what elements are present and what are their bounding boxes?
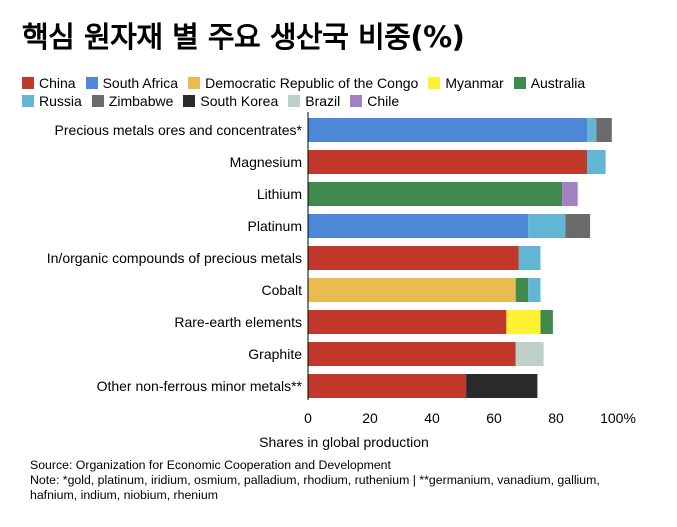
legend-label: South Africa — [102, 75, 179, 91]
bar-segment — [540, 310, 553, 334]
category-label: In/organic compounds of precious metals — [47, 250, 302, 266]
legend-item: Myanmar — [428, 74, 504, 92]
bar-segment — [596, 118, 612, 142]
legend-item: Australia — [513, 74, 586, 92]
legend-row: Russia Zimbabwe South Korea Brazil Chile — [22, 92, 662, 110]
bar-segment — [308, 182, 563, 206]
category-label: Precious metals ores and concentrates* — [55, 122, 303, 138]
source-note: Source: Organization for Economic Cooper… — [30, 458, 391, 472]
bar-segment — [518, 246, 541, 270]
legend-swatch — [350, 95, 363, 107]
bar-segment — [587, 150, 606, 174]
x-tick-label: 100% — [600, 410, 636, 426]
legend-item: China — [22, 74, 76, 92]
category-label: Rare-earth elements — [174, 314, 302, 330]
legend-item: Zimbabwe — [91, 92, 174, 110]
legend-row: China South Africa Democratic Republic of … — [22, 74, 662, 92]
legend-item: Russia — [22, 92, 82, 110]
bar-segment — [515, 278, 529, 302]
legend-swatch — [288, 95, 301, 107]
legend-swatch — [428, 77, 441, 89]
legend-label: Australia — [530, 75, 586, 91]
bar-segment — [528, 214, 566, 238]
legend-swatch — [22, 77, 34, 89]
bar-segment — [565, 214, 591, 238]
footnote-line-2: hafnium, indium, niobium, rhenium — [30, 488, 218, 502]
legend-item: South Korea — [183, 92, 278, 110]
legend-label: Brazil — [305, 93, 341, 109]
category-label: Graphite — [248, 346, 302, 362]
category-label: Platinum — [248, 218, 302, 234]
footer: Source: Organization for Economic Cooper… — [30, 458, 660, 503]
stacked-bar-chart: Precious metals ores and concentrates* Ma… — [47, 112, 636, 450]
category-label: Cobalt — [262, 282, 303, 298]
legend-label: South Korea — [200, 93, 279, 109]
legend-label: Zimbabwe — [108, 93, 174, 109]
legend-label: Democratic Republic of the Congo — [205, 75, 419, 91]
legend-item: Chile — [350, 92, 399, 110]
legend-swatch — [91, 95, 104, 107]
bar-segment — [308, 150, 587, 174]
bar-segment — [308, 310, 507, 334]
category-label: Lithium — [257, 186, 302, 202]
legend-label: Russia — [39, 93, 82, 109]
footnote-line-1: Note: *gold, platinum, iridium, osmium, … — [30, 473, 600, 487]
x-tick-label: 40 — [424, 410, 440, 426]
legend-swatch — [183, 95, 196, 107]
x-tick-label: 0 — [304, 410, 312, 426]
bar-segment — [466, 374, 538, 398]
bar-segment — [587, 118, 597, 142]
legend-swatch — [85, 77, 98, 89]
x-tick-label: 60 — [486, 410, 502, 426]
x-tick-label: 80 — [548, 410, 564, 426]
legend-item: Democratic Republic of the Congo — [188, 74, 418, 92]
bar-segment — [515, 342, 544, 366]
bar-segment — [506, 310, 541, 334]
legend-item: South Africa — [85, 74, 179, 92]
bar-segment — [308, 118, 587, 142]
legend-label: Myanmar — [445, 75, 504, 91]
legend-label: Chile — [367, 93, 400, 109]
legend-swatch — [22, 95, 34, 107]
bar-segment — [308, 374, 467, 398]
legend-label: China — [39, 75, 76, 91]
bar-segment — [528, 278, 541, 302]
bar-segment — [308, 214, 529, 238]
category-label: Other non-ferrous minor metals** — [97, 378, 303, 394]
category-label: Magnesium — [230, 154, 302, 170]
legend-item: Brazil — [288, 92, 340, 110]
legend: China South Africa Democratic Republic of … — [22, 74, 662, 110]
bar-segment — [308, 246, 519, 270]
legend-swatch — [513, 77, 526, 89]
bar-segment — [308, 278, 516, 302]
bar-segment — [308, 342, 516, 366]
legend-swatch — [188, 77, 201, 89]
x-tick-label: 20 — [362, 410, 378, 426]
chart-title: 핵심 원자재 별 주요 생산국 비중(%) — [22, 20, 465, 54]
bar-segment — [562, 182, 578, 206]
x-axis-title: Shares in global production — [259, 434, 429, 450]
